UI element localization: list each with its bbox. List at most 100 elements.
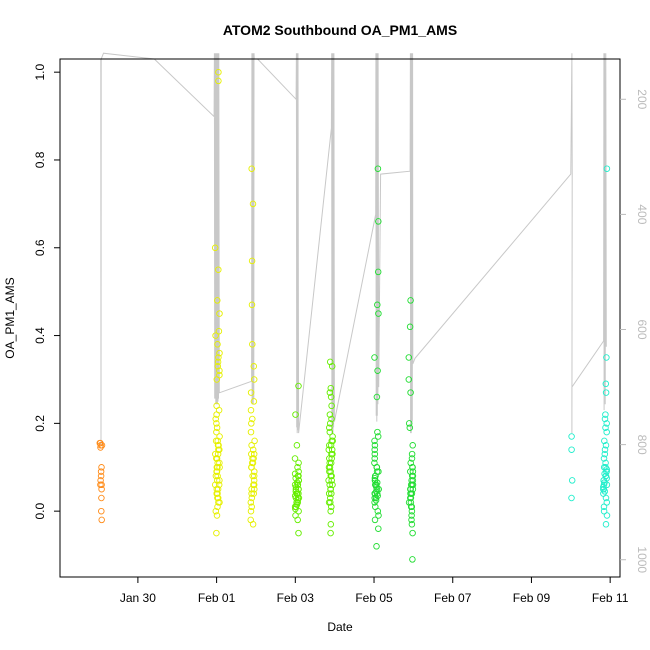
data-point [97,472,105,480]
data-point [98,516,105,524]
y-right-tick-label: 800 [635,435,649,455]
data-point [294,464,301,471]
data-point [250,363,258,370]
data-point [212,437,220,445]
data-point [248,459,256,467]
data-point [603,468,610,475]
data-point [212,450,219,458]
data-point [409,464,416,471]
overlay-line-layer [100,52,607,445]
data-point [249,415,256,423]
x-tick-label: Feb 07 [434,591,472,605]
x-axis-label: Date [327,620,353,634]
data-point [249,472,256,480]
data-point [248,257,256,265]
data-point [375,525,382,532]
data-point [250,455,257,462]
data-point [295,485,302,493]
y-right-tick-label: 600 [635,319,649,339]
data-point [328,437,335,445]
x-tick-label: Jan 30 [120,591,156,605]
data-point [568,446,575,453]
data-point [326,420,334,427]
data-point [326,459,333,467]
data-point [293,442,301,449]
data-point [213,424,221,431]
data-point [328,415,335,423]
data-point [98,464,105,471]
data-point [601,446,609,453]
y-axis-left: 0.0 0.2 0.4 0.6 0.8 1.0 [33,64,60,519]
data-point [408,516,415,524]
data-point [325,490,333,497]
plot-frame [59,58,621,578]
data-point [326,468,333,475]
data-point [603,512,611,519]
y-tick-label: 0.8 [33,151,47,168]
data-point [214,297,221,304]
data-point [294,472,302,480]
data-point [213,468,220,475]
data-point [216,367,223,374]
data-point [293,490,300,497]
data-point [214,442,222,449]
chart-title: ATOM2 Southbound OA_PM1_AMS [223,22,457,38]
data-point [247,499,255,506]
x-tick-label: Feb 05 [355,591,393,605]
data-point [600,455,608,462]
data-point [291,455,299,462]
data-point [601,415,609,423]
data-point [292,503,300,511]
data-point [214,485,222,493]
data-point [247,507,255,515]
data-point [214,358,222,366]
data-point [249,446,257,453]
data-point [409,556,416,563]
data-point [214,450,222,458]
data-point [248,503,255,511]
overlay-line [100,52,607,445]
y-tick-label: 0.0 [33,502,47,519]
data-point [248,494,256,502]
data-point [250,450,258,458]
data-point [327,494,334,502]
data-point [327,499,334,506]
data-point [327,393,335,401]
data-point [602,380,610,388]
data-point [215,446,222,453]
data-point [215,266,222,273]
data-point [373,468,381,475]
data-point [250,398,258,405]
data-point [602,411,609,418]
x-tick-label: Feb 09 [513,591,551,605]
data-point [215,499,222,506]
data-point [249,200,257,208]
data-point [600,507,608,515]
data-point [601,437,608,445]
x-tick-label: Feb 03 [277,591,315,605]
data-point [374,301,381,309]
x-tick-label: Feb 01 [198,591,236,605]
x-axis: Jan 30 Feb 01 Feb 03 Feb 05 Feb 07 Feb 09 Feb … [120,577,629,605]
data-point [97,468,105,475]
data-point [373,393,381,401]
data-point [216,464,223,471]
data-point [374,507,382,515]
data-point [409,442,416,449]
data-point [374,367,381,374]
data-point [248,442,255,449]
data-point [328,490,335,497]
data-point [97,439,104,447]
data-point [214,363,222,370]
points-layer [96,68,611,563]
data-point [374,165,382,172]
data-point [294,481,302,489]
data-point [371,490,378,497]
data-point [408,490,416,497]
y-tick-label: 0.2 [33,415,47,432]
data-point [250,481,257,489]
data-point [212,415,219,423]
data-point [326,411,334,418]
data-point [408,481,416,489]
data-point [371,354,378,361]
